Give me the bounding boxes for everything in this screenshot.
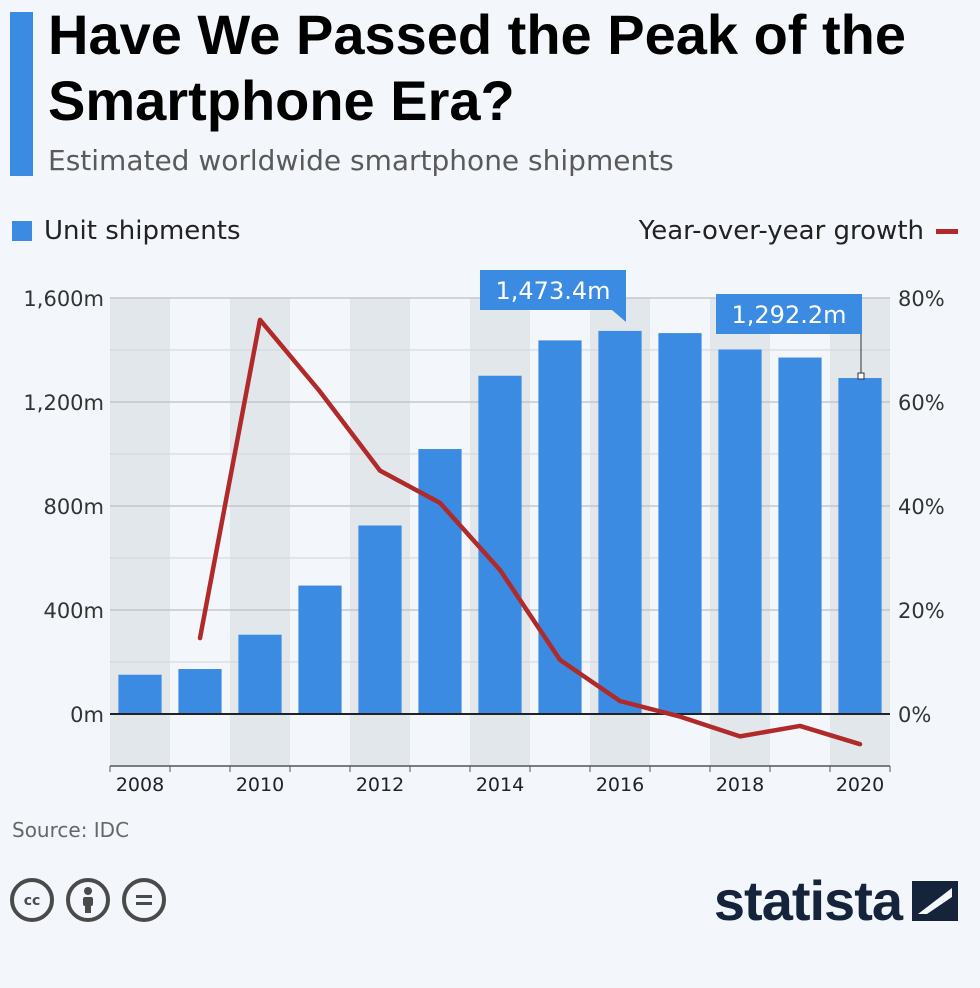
y-right-tick-label: 80% (898, 287, 945, 311)
legend-bars: Unit shipments (12, 216, 241, 246)
bar (598, 330, 642, 714)
annotation-marker (857, 372, 865, 380)
legend-line-swatch (936, 228, 958, 234)
bar (178, 669, 222, 714)
no-derivatives-icon (122, 878, 166, 922)
license-icons: cc (10, 878, 166, 922)
bar (118, 674, 162, 714)
bar (718, 349, 762, 714)
legend-line-label: Year-over-year growth (638, 216, 924, 246)
y-right-tick-label: 60% (898, 391, 945, 415)
bar (298, 585, 342, 714)
x-tick-label: 2020 (836, 774, 884, 796)
y-left-tick-label: 0m (70, 703, 104, 727)
bar (778, 357, 822, 714)
bar (838, 378, 882, 714)
statista-mark-icon (912, 880, 958, 921)
y-left-tick-label: 1,600m (23, 287, 104, 311)
x-tick-label: 2012 (356, 774, 404, 796)
statista-logo[interactable]: statista (714, 868, 958, 933)
bar (658, 333, 702, 714)
chart-title: Have We Passed the Peak of the Smartphon… (48, 3, 906, 132)
legend-bar-swatch (12, 221, 32, 241)
accent-bar (10, 12, 33, 176)
y-right-tick-label: 20% (898, 599, 945, 623)
svg-text:cc: cc (24, 893, 41, 909)
chart-subtitle: Estimated worldwide smartphone shipments (48, 144, 674, 177)
y-right-tick-label: 0% (898, 703, 931, 727)
annotation-label: 1,473.4m (496, 277, 611, 305)
x-tick-label: 2010 (236, 774, 284, 796)
y-left-tick-label: 1,200m (23, 391, 104, 415)
y-left-tick-label: 400m (43, 599, 104, 623)
annotation-pointer (612, 310, 626, 322)
annotation-label: 1,292.2m (732, 301, 847, 329)
legend-bar-label: Unit shipments (44, 216, 241, 246)
bar (238, 634, 282, 714)
growth-line (197, 317, 863, 747)
bar (418, 449, 462, 714)
bar (538, 340, 582, 714)
x-tick-label: 2018 (716, 774, 764, 796)
source-note: Source: IDC (12, 818, 130, 842)
legend-line: Year-over-year growth (639, 216, 958, 246)
statista-wordmark: statista (713, 869, 903, 932)
combo-chart: 0m 400m 800m 1,200m 1,600m 0% 20% 40% 60% 80% 2008… (23, 270, 945, 796)
attribution-icon (66, 878, 110, 922)
y-right-tick-label: 40% (898, 495, 945, 519)
x-tick-label: 2014 (476, 774, 524, 796)
bar (358, 525, 402, 714)
annotation-box (716, 294, 862, 334)
annotation-box (480, 270, 626, 310)
cc-icon: cc (10, 878, 54, 922)
x-tick-label: 2016 (596, 774, 644, 796)
x-tick-label: 2008 (116, 774, 164, 796)
bar (478, 375, 522, 714)
y-left-tick-label: 800m (43, 495, 104, 519)
